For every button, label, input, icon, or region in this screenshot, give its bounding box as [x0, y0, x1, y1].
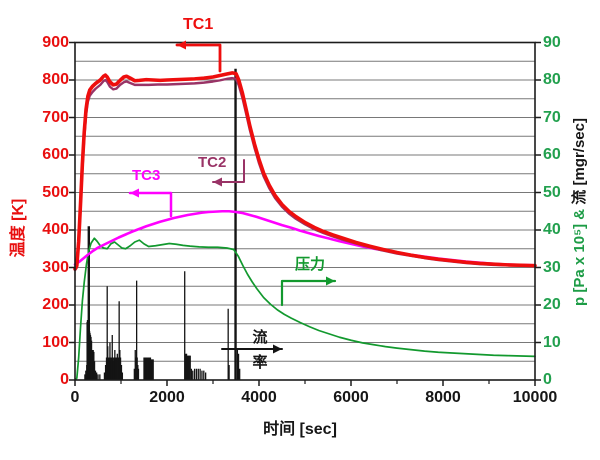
x-tick-label: 6000 [333, 389, 369, 406]
y-left-tick-label: 700 [42, 108, 69, 126]
flow-rate-arrow-head [273, 344, 282, 354]
y-left-tick-label: 0 [60, 371, 69, 388]
y-left-tick-label: 500 [42, 183, 69, 201]
tc3-arrow-head [130, 188, 139, 198]
tc1-arrow [175, 43, 222, 73]
x-tick-label: 0 [70, 389, 80, 406]
y-right-tick-label: 20 [543, 296, 561, 313]
x-tick-label: 4000 [241, 389, 277, 406]
series-curve-tc1 [73, 71, 537, 271]
series-label-flowrate-char1: 流 [252, 329, 268, 346]
y-left-tick-label: 300 [42, 258, 69, 276]
series-label-tc3: TC3 [132, 167, 161, 184]
tc2-arrow-head [213, 177, 222, 187]
y-right-tick-label: 60 [543, 146, 561, 163]
pressure-arrow [280, 279, 337, 307]
y-left-tick-label: 400 [42, 221, 69, 238]
y-left-tick-label: 200 [42, 296, 69, 313]
y-right-tick-label: 0 [543, 371, 552, 388]
tc3-arrow [128, 191, 173, 218]
y-right-tick-label: 30 [543, 258, 561, 276]
y-left-tick-label: 100 [42, 333, 69, 351]
y-right-tick-label: 90 [543, 33, 561, 51]
y-right-tick-label: 10 [543, 333, 561, 351]
y-left-tick-label: 800 [42, 71, 69, 88]
x-axis-title: 时间 [sec] [263, 421, 337, 438]
series-label-tc1: TC1 [183, 16, 214, 33]
series-label-pressure: 压力 [295, 256, 326, 273]
y-left-tick-label: 900 [42, 33, 69, 51]
x-tick-label: 8000 [425, 389, 461, 406]
x-tick-label: 2000 [149, 389, 185, 406]
tc2-arrow [212, 159, 245, 183]
y-right-tick-label: 50 [543, 183, 561, 201]
y-axis-left-title: 温度 [K] [10, 198, 27, 258]
y-right-tick-label: 80 [543, 71, 561, 88]
series-label-flowrate-char2: 率 [252, 354, 268, 371]
x-tick-label: 10000 [512, 389, 558, 406]
tc1-arrow-head [177, 40, 186, 50]
y-right-tick-label: 40 [543, 221, 561, 238]
y-right-tick-label: 70 [543, 108, 561, 126]
series-label-tc2: TC2 [198, 154, 227, 171]
pressure-arrow-head [326, 276, 335, 286]
y-left-tick-label: 600 [42, 146, 69, 163]
series-curve-pressure [74, 237, 536, 381]
